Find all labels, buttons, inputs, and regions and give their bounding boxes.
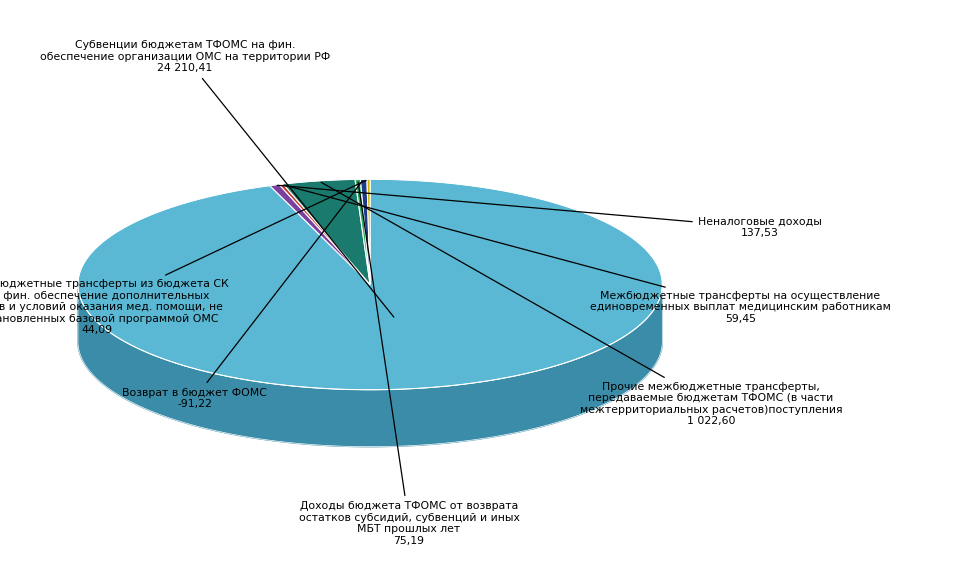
Polygon shape [280, 184, 370, 284]
Text: Субвенции бюджетам ТФОМС на фин.
обеспечение организации ОМС на территории РФ
24: Субвенции бюджетам ТФОМС на фин. обеспеч… [40, 40, 393, 317]
Text: Неналоговые доходы
137,53: Неналоговые доходы 137,53 [278, 185, 822, 238]
Polygon shape [78, 284, 662, 447]
Text: Межбюджетные трансферты из бюджета СК
на фин. обеспечение дополнительных
видов и: Межбюджетные трансферты из бюджета СК на… [0, 180, 366, 336]
Text: Доходы бюджета ТФОМС от возврата
остатков субсидий, субвенций и иных
МБТ прошлых: Доходы бюджета ТФОМС от возврата остатко… [299, 182, 519, 546]
Polygon shape [356, 179, 370, 284]
Polygon shape [283, 179, 370, 284]
Polygon shape [78, 179, 662, 390]
Polygon shape [367, 179, 370, 284]
Polygon shape [360, 179, 370, 284]
Polygon shape [78, 285, 662, 447]
Text: Межбюджетные трансферты на осуществление
единовременных выплат медицинским работ: Межбюджетные трансферты на осуществление… [283, 185, 890, 324]
Polygon shape [270, 184, 370, 284]
Text: Возврат в бюджет ФОМС
-91,22: Возврат в бюджет ФОМС -91,22 [123, 182, 362, 409]
Text: Прочие межбюджетные трансферты,
передаваемые бюджетам ТФОМС (в части
межтерритор: Прочие межбюджетные трансферты, передава… [321, 182, 843, 426]
